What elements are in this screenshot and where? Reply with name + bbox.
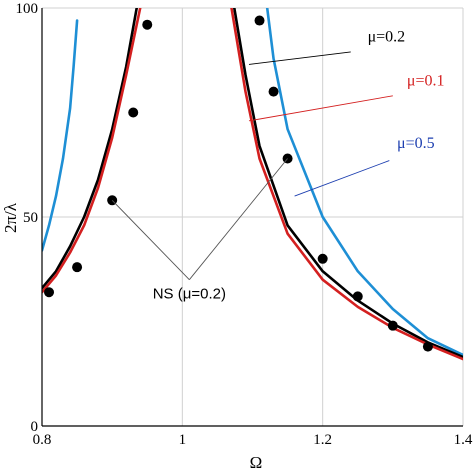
- annotation-line--0-1: [248, 95, 393, 122]
- ns-data-point: [352, 291, 363, 302]
- x-tick-label: 0.8: [33, 432, 52, 448]
- series-lines: [42, 8, 463, 361]
- axes: [41, 8, 463, 427]
- y-tick-label: 50: [23, 210, 38, 226]
- annotations: NS (μ=0.2) μ=0.2 μ=0.1 μ=0.5: [111, 28, 445, 303]
- ns-leader-line-2: [189, 158, 288, 280]
- annotation-label--0-1: μ=0.1: [407, 72, 445, 89]
- ns-data-point: [254, 15, 265, 26]
- x-tick-label: 1.2: [313, 432, 332, 448]
- ns-leader-line-1: [111, 199, 190, 281]
- ns-data-point: [268, 86, 279, 97]
- ns-annotation-label: NS (μ=0.2): [153, 286, 226, 303]
- series-line--0-1-branch-1: [42, 8, 142, 294]
- ns-data-point: [128, 107, 139, 118]
- y-tick-label: 0: [31, 419, 39, 435]
- annotation-label--0-2: μ=0.2: [368, 28, 406, 45]
- y-tick-label: 100: [16, 1, 39, 17]
- annotation-line--0-5: [294, 160, 390, 197]
- series-line--0-5-branch-2: [265, 8, 463, 357]
- ns-data-points: [44, 15, 433, 352]
- annotation-label--0-5: μ=0.5: [397, 135, 435, 152]
- ns-data-point: [72, 262, 83, 273]
- series-line--0-2-branch-2: [233, 8, 463, 359]
- x-tick-label: 1.4: [454, 432, 473, 448]
- x-tick-label: 1: [179, 432, 187, 448]
- series-line--0-5-branch-1: [42, 19, 79, 252]
- annotation-line--0-2: [248, 51, 351, 65]
- x-axis-label: Ω: [250, 453, 263, 472]
- ns-data-point: [44, 287, 55, 298]
- series-line--0-1-branch-2: [230, 8, 463, 361]
- tick-labels: 0.8 1 1.2 1.4 0 50 100: [16, 1, 473, 448]
- ns-data-point: [317, 253, 328, 264]
- ns-data-point: [422, 341, 433, 352]
- y-axis-label: 2π/λ: [1, 202, 20, 233]
- ns-data-point: [387, 320, 398, 331]
- grid: [41, 7, 464, 427]
- ns-data-point: [142, 19, 153, 30]
- series-line--0-2-branch-1: [42, 8, 138, 290]
